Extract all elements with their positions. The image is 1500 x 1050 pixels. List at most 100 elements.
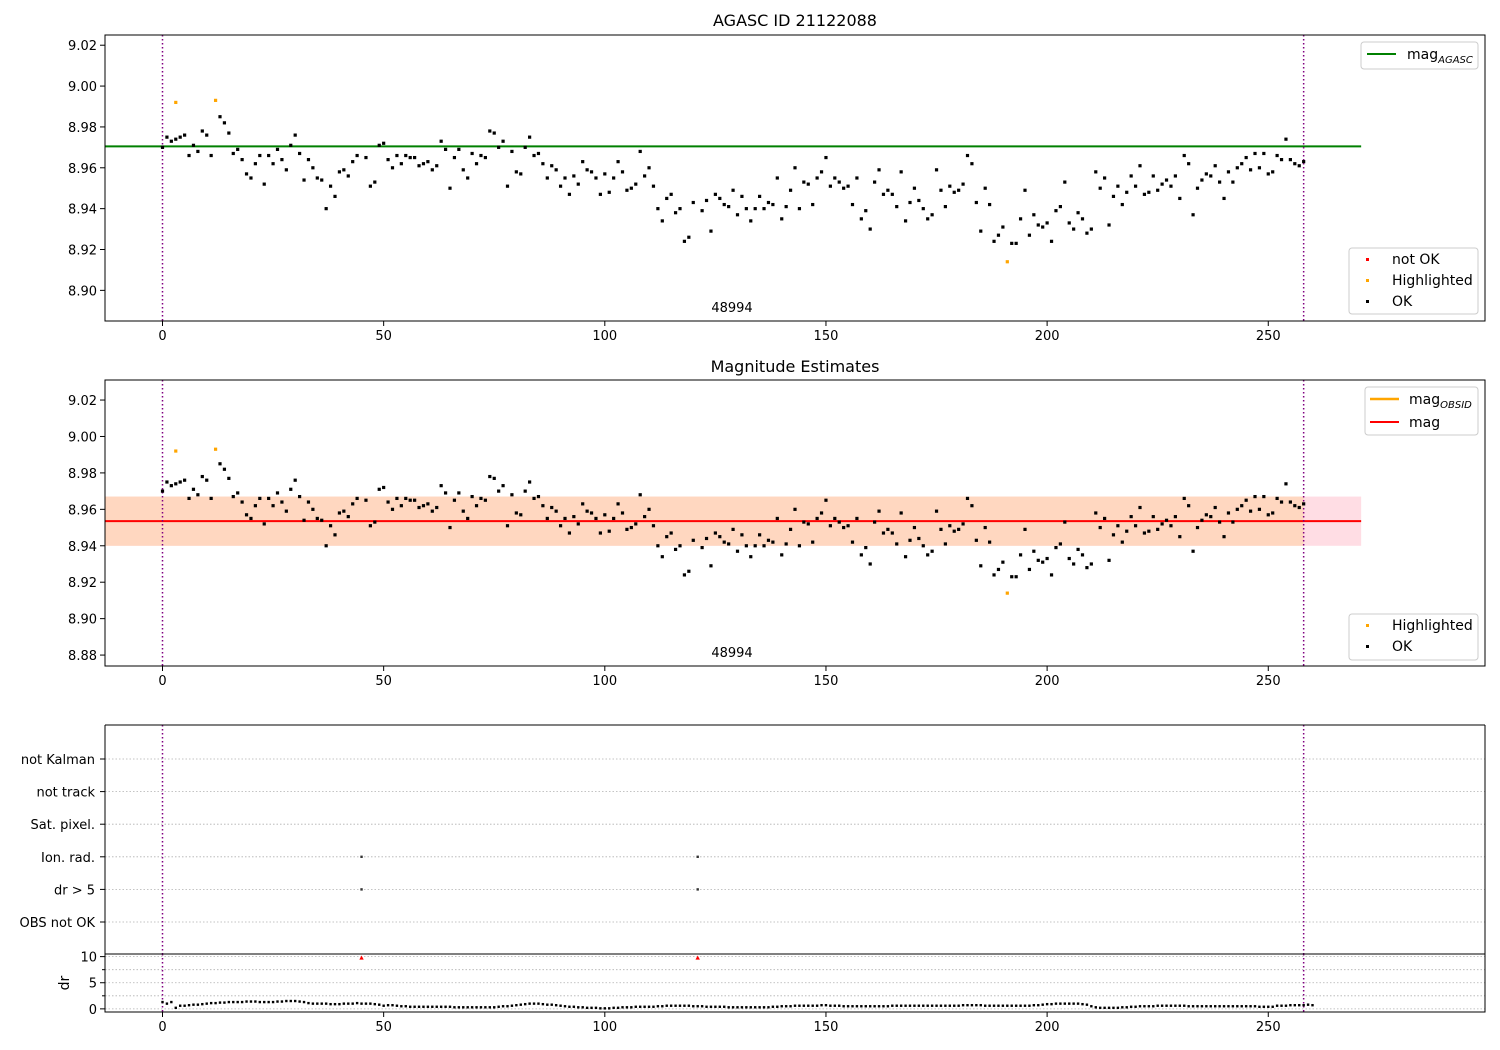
dr-point [1152,1005,1155,1008]
dr-point [731,1006,735,1009]
dr-point [687,1004,691,1007]
ok-point [373,180,377,184]
ok-point [311,166,315,170]
dr-point [1289,1004,1292,1007]
ok-point [443,147,448,151]
ok-point [895,542,899,546]
dr-point [1191,1005,1195,1008]
ok-point [1151,174,1155,178]
dr-point [771,1005,775,1008]
ok-point [886,188,890,192]
dr-point [470,1006,474,1009]
dr-point [807,1004,810,1007]
ok-point [519,513,523,517]
dr-point [784,1005,788,1008]
ok-point [651,184,656,188]
agasc-xtick-label: 50 [375,329,392,344]
dr-point [267,1000,270,1004]
ok-point [1067,556,1071,561]
ok-point [368,524,372,528]
agasc-panel-title: AGASC ID 21122088 [713,11,877,30]
dr-point [227,1000,231,1004]
ok-point [1271,511,1275,515]
ok-point [346,174,350,178]
ok-point [191,143,196,147]
ok-point [1231,520,1235,524]
dr-point [1249,1005,1252,1008]
dr-point [895,1004,898,1007]
dr-point [1054,1002,1058,1005]
ok-point [165,135,169,139]
dr-panel: 0 50 100 150 200 250 0 5 10 dr [57,951,1486,1035]
ok-point [399,162,403,166]
dr-point [523,1002,527,1006]
ok-point [594,176,598,180]
ok-point [390,507,395,511]
ok-point [324,207,328,211]
ok-point [988,540,992,544]
dr-point [1076,1002,1080,1005]
ok-point [200,129,204,133]
ok-point [678,207,682,211]
ok-point [1133,524,1138,528]
ok-point [541,504,545,508]
ok-point [386,158,390,162]
ok-point [1226,170,1231,174]
ok-point [833,516,837,521]
ok-point [1085,566,1089,570]
dr-point [519,1003,522,1006]
dr-point [1306,1003,1310,1006]
estimates-ytick-label: 8.94 [68,540,97,555]
dr-outlier-marker [695,955,700,960]
dr-point [1244,1005,1248,1008]
ok-point [903,555,908,559]
ok-point [948,524,952,528]
ok-point [1164,518,1169,522]
dr-point [320,1002,323,1005]
dr-point [727,1006,730,1009]
ok-point [328,184,333,188]
ok-point [811,540,815,544]
dr-point [922,1004,925,1007]
ok-point [1302,160,1306,164]
ok-point [466,516,470,521]
ok-point [430,168,434,172]
ok-point [1156,527,1160,531]
ok-point [727,542,731,546]
dr-axis-label: dr [57,975,73,990]
ok-point [572,515,576,519]
dr-point [868,1005,872,1008]
ok-point [430,509,434,513]
ok-point [965,153,970,158]
ok-point [1226,511,1231,515]
ok-point [899,511,903,515]
ok-point [399,504,403,508]
dr-point [656,1005,660,1008]
ok-point [939,188,943,192]
agasc-xtick-label: 250 [1256,329,1281,344]
dr-point [355,1001,359,1005]
agasc-point-legend: not OK Highlighted OK [1348,247,1479,315]
estimates-xtick-label: 200 [1035,674,1060,689]
dr-ytick-label: 10 [80,951,97,966]
ok-point [766,538,771,542]
ok-point [404,153,408,158]
dr-point [652,1005,655,1008]
dr-point [408,1005,412,1008]
dr-point [1032,1004,1036,1007]
ok-point [483,498,487,502]
ok-point [1266,513,1270,517]
ok-point [665,535,669,539]
estimates-xtick-label: 0 [158,674,166,689]
ok-point [1178,196,1182,201]
dr-point [953,1004,956,1007]
dr-point [1271,1005,1274,1008]
ok-point [510,149,514,154]
dr-point [904,1004,907,1007]
ok-point [855,176,859,180]
ok-point [926,217,930,221]
ok-point [1235,507,1239,511]
legend-ok-label: OK [1392,294,1413,310]
legend-highlighted-label: Highlighted [1392,273,1473,289]
ok-point [934,168,939,172]
